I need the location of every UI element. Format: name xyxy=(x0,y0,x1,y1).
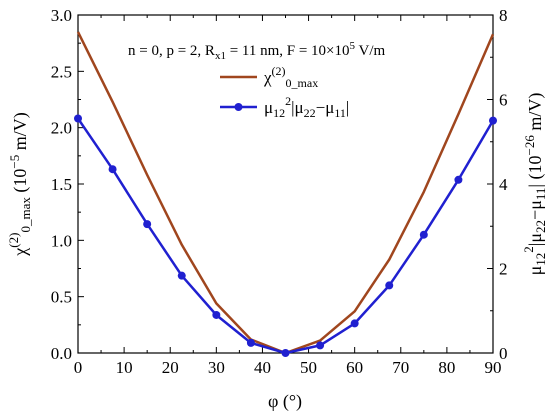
chart-annotation: n = 0, p = 2, Rx1 = 11 nm, F = 10×105 V/… xyxy=(128,40,386,62)
x-tick-label: 0 xyxy=(74,358,83,377)
data-point-mu xyxy=(281,349,290,357)
axis-ticks: 0 10 20 30 40 50 60 70 80 900.00.51.01.52.02.53.0… xyxy=(51,6,508,377)
y-left-tick-label: 2.0 xyxy=(51,119,72,138)
x-axis-title: φ (°) xyxy=(268,391,302,412)
data-point-mu xyxy=(246,338,255,347)
x-tick-label: 40 xyxy=(254,358,271,377)
y-axis-left-title: χ(2)0_max (10−5 m/V) xyxy=(6,112,33,256)
y-right-tick-label: 8 xyxy=(499,6,508,25)
y-right-tick-label: 6 xyxy=(499,91,508,110)
y-right-tick-label: 4 xyxy=(499,175,508,194)
y-left-tick-label: 1.0 xyxy=(51,231,72,250)
x-tick-label: 30 xyxy=(208,358,225,377)
legend-marker-mu xyxy=(234,103,243,111)
x-tick-label: 80 xyxy=(438,358,455,377)
y-left-tick-label: 0.5 xyxy=(51,288,72,307)
data-point-mu xyxy=(385,281,394,290)
x-tick-label: 20 xyxy=(162,358,179,377)
data-point-mu xyxy=(108,165,117,174)
x-tick-label: 70 xyxy=(392,358,409,377)
data-point-mu xyxy=(177,271,186,280)
y-axis-right-title: μ122|μ22−μ11| (10−26 m/V) xyxy=(521,93,548,276)
legend-label-mu: μ122|μ22−μ11| xyxy=(264,94,349,120)
series-layer xyxy=(74,31,497,357)
legend-label-chi: χ(2)0_max xyxy=(263,64,318,90)
x-tick-label: 10 xyxy=(116,358,133,377)
data-point-mu xyxy=(350,319,359,328)
y-left-tick-label: 0.0 xyxy=(51,344,72,363)
data-point-mu xyxy=(212,310,221,319)
data-point-mu xyxy=(74,114,82,123)
y-left-tick-label: 3.0 xyxy=(51,6,72,25)
data-point-mu xyxy=(419,230,428,239)
data-point-mu xyxy=(454,175,463,184)
legend: χ(2)0_max μ122|μ22−μ11| xyxy=(220,64,349,120)
y-right-tick-label: 0 xyxy=(499,344,508,363)
y-left-tick-label: 1.5 xyxy=(51,175,72,194)
data-point-mu xyxy=(316,341,325,350)
x-tick-label: 60 xyxy=(346,358,363,377)
data-point-mu xyxy=(143,220,152,229)
x-tick-label: 90 xyxy=(485,358,502,377)
y-left-tick-label: 2.5 xyxy=(51,62,72,81)
data-point-mu xyxy=(489,116,497,125)
x-tick-label: 50 xyxy=(300,358,317,377)
y-right-tick-label: 2 xyxy=(499,260,508,279)
